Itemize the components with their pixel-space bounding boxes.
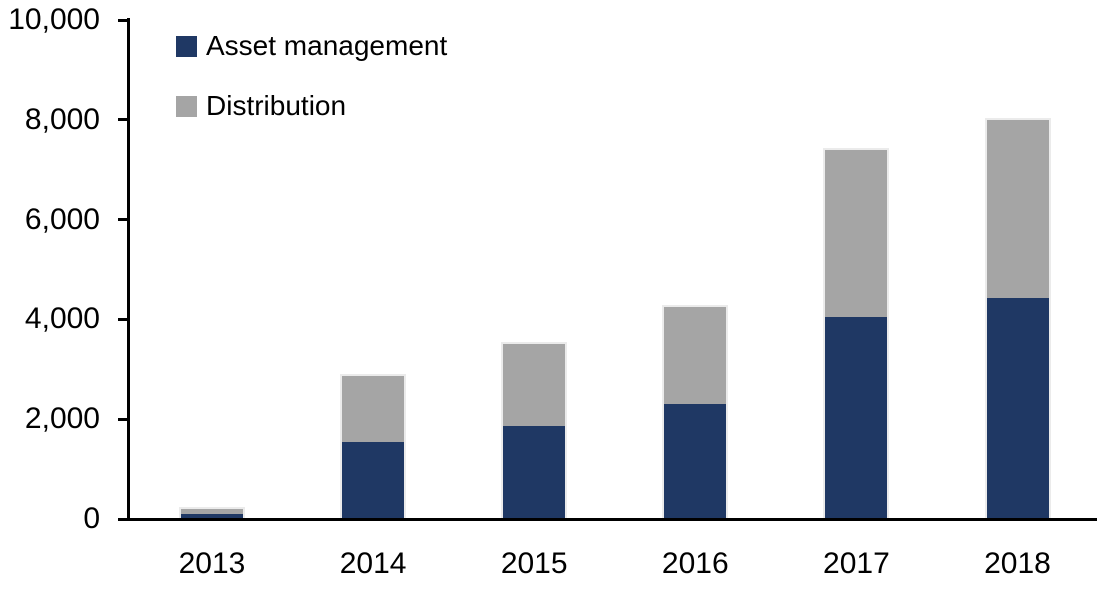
y-tick-mark	[118, 118, 127, 122]
bar-segment-asset-management	[664, 404, 727, 519]
x-tick-label: 2015	[500, 547, 568, 580]
y-tick-label: 10,000	[8, 3, 100, 36]
x-axis-line	[127, 518, 1097, 521]
bar-segment-distribution	[986, 119, 1049, 298]
x-tick-label: 2014	[339, 547, 407, 580]
y-tick-mark	[118, 317, 127, 321]
bar-segment-asset-management	[503, 425, 566, 519]
bar-segment-distribution	[664, 306, 727, 405]
bar-segment-distribution	[503, 344, 566, 426]
bar-segment-distribution	[825, 150, 888, 318]
x-tick-label: 2016	[661, 547, 729, 580]
bar-segment-asset-management	[986, 297, 1049, 519]
bar-2017	[823, 148, 890, 519]
y-axis-line	[127, 18, 130, 521]
y-tick-mark	[118, 417, 127, 421]
bar-2014	[340, 374, 407, 519]
legend-swatch-distribution-icon	[176, 95, 197, 117]
y-tick-mark	[118, 218, 127, 222]
legend-label-distribution: Distribution	[206, 90, 347, 121]
y-tick-mark	[118, 18, 127, 22]
bar-segment-asset-management	[825, 317, 888, 519]
legend: Asset management Distribution	[176, 31, 447, 121]
legend-swatch-asset-management-icon	[176, 35, 197, 57]
legend-label-asset-management: Asset management	[206, 30, 448, 61]
x-tick-label: 2017	[823, 547, 890, 580]
y-tick-label: 2,000	[24, 402, 100, 436]
y-tick-label: 4,000	[24, 302, 100, 336]
bar-2016	[662, 304, 729, 519]
bar-2013	[179, 506, 245, 519]
y-tick-label: 8,000	[24, 102, 100, 136]
bar-segment-distribution	[342, 376, 405, 442]
bar-2018	[984, 117, 1051, 519]
x-tick-label: 2013	[178, 547, 246, 580]
bar-segment-asset-management	[342, 441, 405, 519]
y-tick-mark	[118, 517, 127, 521]
x-tick-label: 2018	[984, 547, 1051, 580]
bar-2015	[501, 342, 568, 519]
y-tick-label: 0	[83, 502, 100, 535]
legend-item-asset-management: Asset management	[176, 31, 447, 61]
bar-segment-asset-management	[181, 513, 243, 519]
legend-item-distribution: Distribution	[176, 91, 447, 121]
y-tick-label: 6,000	[24, 202, 100, 236]
bar-segment-distribution	[181, 508, 243, 514]
